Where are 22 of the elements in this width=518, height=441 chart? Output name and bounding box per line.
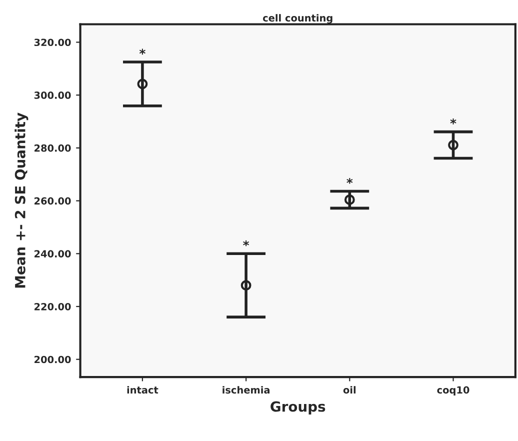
- annotation: *: [450, 118, 456, 124]
- x-tick-label: coq10: [437, 386, 470, 396]
- x-tick-label: oil: [343, 386, 356, 394]
- annotation: *: [243, 240, 250, 246]
- y-tick-label: 240.00: [34, 250, 71, 258]
- y-tick-label: 300.00: [34, 92, 71, 99]
- point: [137, 78, 148, 90]
- y-axis-title: Mean +- 2 SE Quantity: [14, 112, 28, 288]
- y-tick-label: 220.00: [34, 302, 71, 310]
- x-axis-title: Groups: [270, 401, 326, 414]
- point: [240, 280, 252, 291]
- y-tick-label: 200.00: [34, 356, 71, 364]
- x-tick-label: intact: [127, 386, 158, 394]
- chart-title: cell counting: [262, 14, 332, 24]
- x-tick-label: ischemia: [222, 386, 270, 394]
- point: [344, 194, 355, 205]
- y-tick-label: 260.00: [34, 197, 71, 205]
- point: [448, 140, 458, 150]
- annotation: *: [346, 178, 353, 184]
- y-tick-label: 320.00: [34, 38, 71, 46]
- annotation: *: [139, 48, 146, 55]
- y-tick-label: 280.00: [34, 144, 71, 152]
